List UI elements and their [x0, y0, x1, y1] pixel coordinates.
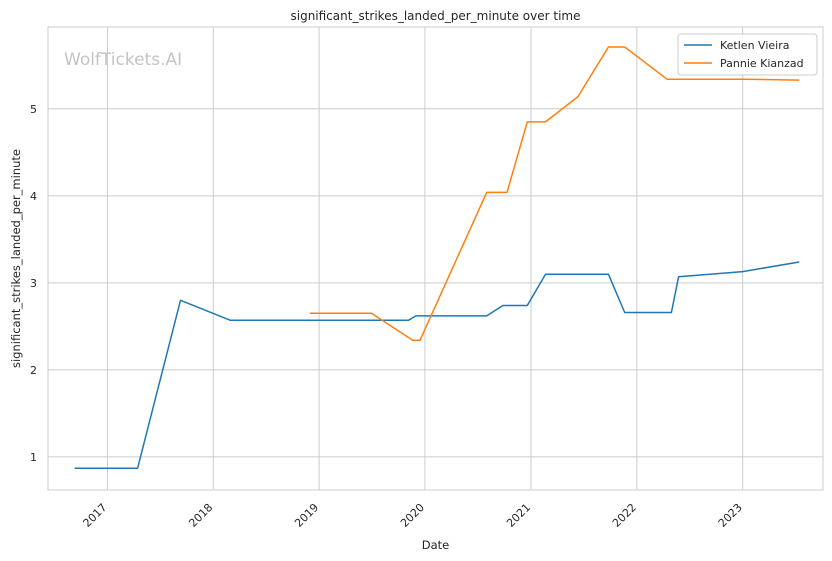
y-tick-label: 2: [30, 364, 37, 377]
y-tick-label: 3: [30, 277, 37, 290]
y-tick-label: 5: [30, 103, 37, 116]
legend-label-ketlen-vieira: Ketlen Vieira: [720, 39, 789, 52]
x-tick-label: 2020: [398, 501, 427, 530]
y-axis-label: significant_strikes_landed_per_minute: [9, 149, 23, 368]
chart-title: significant_strikes_landed_per_minute ov…: [290, 9, 580, 23]
x-axis-label: Date: [422, 538, 450, 552]
x-tick-label: 2019: [292, 501, 321, 530]
series-line-pannie-kianzad: [309, 46, 800, 342]
x-tick-label: 2021: [504, 501, 533, 530]
legend-box: [677, 33, 818, 76]
x-tick-label: 2018: [186, 501, 215, 530]
series-layer: [74, 46, 800, 469]
x-tick-label: 2017: [81, 501, 110, 530]
legend-label-pannie-kianzad: Pannie Kianzad: [720, 57, 804, 70]
y-tick-label: 1: [30, 451, 37, 464]
series-line-ketlen-vieira: [74, 261, 800, 469]
y-tick-label: 4: [30, 190, 37, 203]
x-tick-label: 2023: [716, 501, 745, 530]
plot-area: [47, 26, 824, 491]
legend: Ketlen Vieira Pannie Kianzad: [677, 33, 818, 76]
watermark: WolfTickets.AI: [64, 50, 182, 70]
grid: [48, 27, 823, 490]
x-tick-label: 2022: [610, 501, 639, 530]
